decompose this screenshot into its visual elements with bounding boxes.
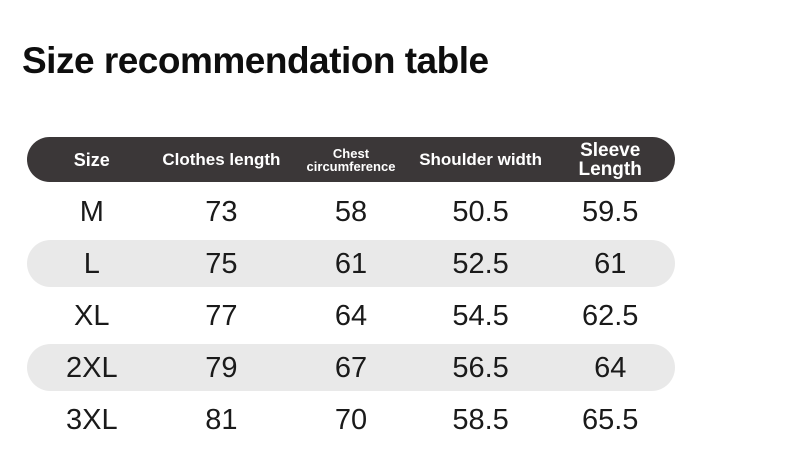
size-cell: 2XL	[65, 351, 118, 384]
column-header-size: Size	[73, 149, 110, 170]
table-row-2xl: 2XL 79 67 56.5 64	[27, 342, 675, 394]
value-cell: 50.5	[452, 195, 509, 228]
value-cell: 65.5	[581, 403, 639, 436]
value-cell: 59.5	[581, 195, 639, 228]
value-cell: 64	[334, 299, 368, 332]
value-cell: 67	[334, 351, 368, 384]
value-cell: 77	[205, 299, 238, 332]
table-row-m: M 73 58 50.5 59.5	[27, 186, 675, 238]
value-cell: 62.5	[581, 299, 639, 332]
value-cell: 58.5	[452, 403, 509, 436]
value-cell: 54.5	[452, 299, 509, 332]
value-cell: 81	[205, 403, 238, 436]
value-cell: 58	[334, 195, 368, 228]
value-cell: 70	[334, 403, 368, 436]
table-row-3xl: 3XL 81 70 58.5 65.5	[27, 394, 675, 446]
table-row-l: L 75 61 52.5 61	[27, 238, 675, 290]
value-cell: 75	[205, 247, 238, 280]
size-cell: M	[79, 195, 104, 228]
table-body: M 73 58 50.5 59.5 L 75 61 52.5 61 XL 77 64 54.5 62.5 2X…	[27, 186, 675, 446]
table-header-row: Size Clothes length Chest circumference Sho…	[27, 137, 675, 182]
value-cell: 64	[594, 351, 627, 384]
column-header-chest-circumference: Chest circumference	[306, 145, 396, 174]
column-header-sleeve-length: Sleeve Length	[578, 139, 642, 180]
size-cell: XL	[74, 299, 110, 332]
page-title: Size recommendation table	[22, 40, 489, 81]
value-cell: 61	[334, 247, 368, 280]
value-cell: 61	[594, 247, 627, 280]
value-cell: 73	[205, 195, 238, 228]
value-cell: 79	[205, 351, 238, 384]
value-cell: 52.5	[452, 247, 509, 280]
value-cell: 56.5	[452, 351, 509, 384]
size-cell: 3XL	[65, 403, 118, 436]
size-table: Size Clothes length Chest circumference Sho…	[27, 137, 675, 446]
table-row-xl: XL 77 64 54.5 62.5	[27, 290, 675, 342]
column-header-clothes-length: Clothes length	[162, 150, 281, 169]
column-header-shoulder-width: Shoulder width	[419, 150, 542, 169]
size-cell: L	[83, 247, 100, 280]
